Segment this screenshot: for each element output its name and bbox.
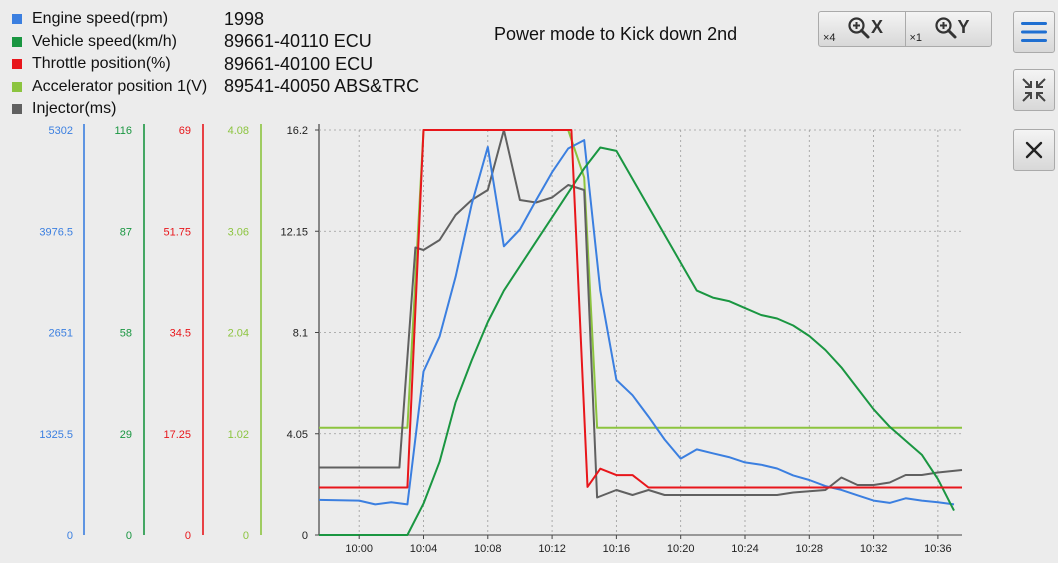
legend-swatch: [12, 14, 22, 25]
menu-button[interactable]: [1013, 11, 1055, 53]
y-tick-label: 2651: [49, 328, 73, 340]
y-tick-label: 17.25: [163, 429, 191, 441]
y-tick-label: 12.15: [280, 226, 308, 238]
legend-label: Accelerator position 1(V): [32, 77, 208, 95]
zoom-in-icon: [934, 17, 956, 39]
legend-item-accelerator-position[interactable]: Accelerator position 1(V): [12, 76, 207, 99]
y-tick-label: 1325.5: [39, 429, 73, 441]
x-axis-ticks: 10:00 10:04 10:08 10:12 10:16 10:20 10:24 10:28…: [345, 535, 952, 555]
chart-grid: [319, 129, 962, 536]
y-tick-label: 69: [179, 125, 191, 137]
zoom-x-axis-letter: X: [871, 17, 884, 37]
y-tick-label: 116: [114, 125, 132, 137]
y-tick-label: 34.5: [170, 328, 191, 340]
legend-swatch: [12, 104, 22, 115]
y-tick-label: 1.02: [228, 429, 249, 441]
legend-label: Engine speed(rpm): [32, 10, 169, 28]
legend-label: Injector(ms): [32, 100, 117, 118]
legend-item-engine-speed[interactable]: Engine speed(rpm): [12, 8, 207, 31]
y-tick-label: 0: [67, 530, 73, 542]
y-tick-label: 4.05: [287, 429, 308, 441]
series-line: [319, 129, 962, 489]
legend-swatch: [12, 59, 22, 70]
info-ecu-1: 89661-40110 ECU: [224, 31, 372, 52]
x-tick-label: 10:12: [538, 543, 566, 555]
y-tick-label: 3.06: [228, 226, 249, 238]
zoom-y-button[interactable]: ×1 Y: [904, 12, 992, 46]
y-tick-label: 51.75: [163, 226, 191, 238]
x-tick-label: 10:04: [410, 543, 438, 555]
info-year: 1998: [224, 8, 265, 29]
zoom-x-button[interactable]: ×4 X: [819, 12, 905, 46]
y-tick-label: 3976.5: [39, 226, 73, 238]
series-line: [319, 146, 955, 536]
series-line: [319, 129, 962, 429]
zoom-x-multiplier: ×4: [823, 32, 836, 44]
y-tick-label: 58: [120, 328, 132, 340]
y-tick-label: 5302: [49, 125, 73, 137]
vehicle-info: 1998 89661-40110 ECU 89661-40100 ECU 895…: [224, 8, 419, 98]
legend-label: Throttle position(%): [32, 55, 171, 73]
shrink-button[interactable]: [1013, 69, 1055, 111]
legend-label: Vehicle speed(km/h): [32, 32, 177, 50]
legend-swatch: [12, 81, 22, 92]
y-tick-label: 4.08: [228, 125, 249, 137]
y-tick-label: 8.1: [293, 328, 308, 340]
x-tick-label: 10:16: [603, 543, 631, 555]
legend: Engine speed(rpm) Vehicle speed(km/h) Th…: [12, 8, 207, 121]
x-tick-label: 10:00: [345, 543, 373, 555]
close-button[interactable]: [1013, 129, 1055, 171]
x-tick-label: 10:20: [667, 543, 695, 555]
info-abs-trc: 89541-40050 ABS&TRC: [224, 76, 420, 97]
chart-title: Power mode to Kick down 2nd: [494, 24, 738, 44]
y-tick-label: 0: [302, 530, 308, 542]
legend-item-injector[interactable]: Injector(ms): [12, 98, 207, 121]
zoom-y-multiplier: ×1: [909, 32, 923, 44]
y-tick-label: 0: [243, 530, 249, 542]
close-icon: [1025, 141, 1043, 159]
x-tick-label: 10:08: [474, 543, 502, 555]
hamburger-menu-icon: [1021, 22, 1047, 42]
y-tick-label: 16.2: [287, 125, 308, 137]
x-tick-label: 10:36: [924, 543, 952, 555]
x-tick-label: 10:32: [860, 543, 888, 555]
y-tick-label: 0: [126, 530, 132, 542]
y-tick-label: 2.04: [228, 328, 249, 340]
info-ecu-2: 89661-40100 ECU: [224, 53, 374, 74]
zoom-y-axis-letter: Y: [957, 17, 970, 37]
x-tick-label: 10:28: [796, 543, 824, 555]
legend-item-vehicle-speed[interactable]: Vehicle speed(km/h): [12, 31, 207, 54]
x-tick-label: 10:24: [731, 543, 759, 555]
collapse-arrows-icon: [1022, 78, 1046, 102]
y-tick-label: 0: [185, 530, 191, 542]
zoom-in-icon: [848, 17, 870, 39]
series-line: [319, 129, 963, 499]
series-line: [318, 139, 955, 506]
legend-item-throttle-position[interactable]: Throttle position(%): [12, 53, 207, 76]
y-axes: 0 1325.5 2651 3976.5 5302 0 29 58 87 116 0 17.25 34.…: [39, 124, 320, 542]
chart-series: [318, 129, 963, 536]
y-tick-label: 29: [120, 429, 132, 441]
y-tick-label: 87: [120, 226, 132, 238]
legend-swatch: [12, 36, 22, 47]
zoom-toolbar: ×4 X ×1 Y: [818, 11, 992, 47]
